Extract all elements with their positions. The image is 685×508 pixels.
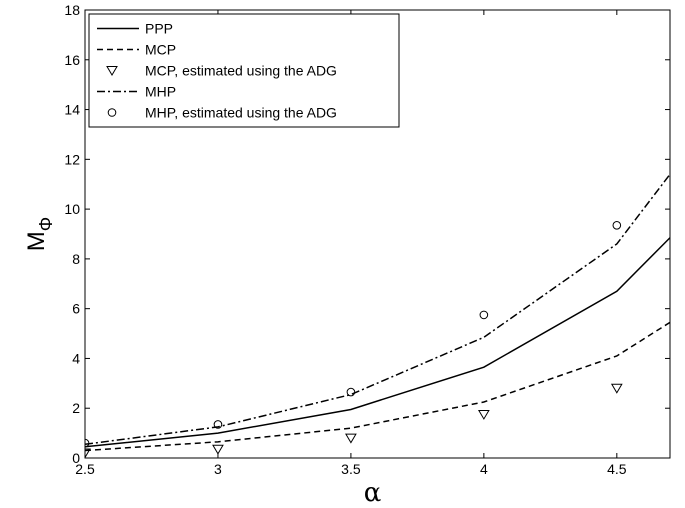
y-axis-title: MΦ — [23, 217, 56, 251]
data-point — [85, 448, 91, 458]
legend: PPP MCP MCP, estimated using the ADG MHP MHP… — [88, 13, 400, 128]
y-tick-label: 14 — [64, 102, 80, 118]
x-tick-label: 4.5 — [607, 461, 627, 477]
y-tick-label: 18 — [64, 2, 80, 18]
y-tick-label: 2 — [72, 400, 80, 416]
series-4 — [85, 220, 622, 448]
y-axis-title-main: M — [23, 231, 50, 251]
series-line — [85, 173, 670, 446]
legend-box — [88, 13, 400, 128]
legend-marker — [106, 66, 118, 76]
y-tick-label: 12 — [64, 151, 80, 167]
y-tick-label: 6 — [72, 301, 80, 317]
y-axis-title-subscript: Φ — [36, 217, 56, 231]
x-tick-label: 3 — [214, 461, 222, 477]
data-point — [479, 310, 489, 320]
data-point — [612, 220, 622, 230]
y-tick-label: 0 — [72, 450, 80, 466]
data-point — [212, 444, 224, 455]
x-axis-title: α — [364, 478, 382, 508]
data-point — [345, 433, 357, 444]
x-tick-label: 4 — [480, 461, 488, 477]
legend-marker — [107, 108, 117, 117]
y-axis-title-group: MΦ — [23, 217, 56, 251]
x-tick-label: 2.5 — [75, 461, 95, 477]
data-point — [85, 438, 90, 448]
legend-label: MHP, estimated using the ADG — [145, 105, 337, 121]
data-point — [213, 420, 223, 429]
x-tick-label: 3.5 — [341, 461, 361, 477]
y-tick-label: 8 — [72, 251, 80, 267]
y-tick-label: 4 — [72, 350, 80, 366]
series-line — [85, 237, 670, 448]
legend-label: PPP — [145, 21, 173, 37]
legend-label: MCP — [145, 42, 176, 58]
legend-label: MHP — [145, 84, 176, 100]
y-tick-label: 10 — [64, 201, 80, 217]
series-line — [85, 321, 670, 452]
data-point — [346, 387, 356, 397]
legend-label: MCP, estimated using the ADG — [145, 63, 337, 79]
y-tick-label: 16 — [64, 52, 80, 68]
data-point — [477, 409, 490, 420]
data-point — [610, 383, 623, 394]
series-2 — [85, 383, 623, 458]
